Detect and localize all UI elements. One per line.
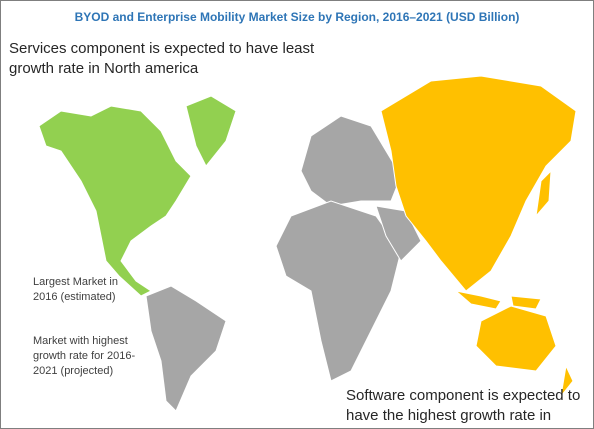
other-regions	[145, 115, 422, 412]
annotation: Software component is expected to have t…	[346, 387, 581, 428]
north-america-mainland	[38, 105, 192, 297]
annotation: Services component is expected to have l…	[9, 40, 315, 77]
indonesia	[454, 290, 502, 310]
new-zealand	[560, 364, 574, 398]
apac	[380, 75, 577, 398]
south-america	[145, 285, 227, 412]
title: BYOD and Enterprise Mobility Market Size…	[74, 10, 520, 24]
asia	[380, 75, 577, 292]
legend-entry: Market with highest growth rate for 2016…	[33, 335, 136, 377]
europe	[300, 115, 402, 207]
legend-entry: Largest Market in 2016 (estimated)	[33, 276, 118, 303]
north-america	[38, 95, 237, 297]
greenland	[185, 95, 237, 167]
japan	[535, 169, 552, 218]
new-guinea	[510, 295, 542, 310]
australia	[475, 305, 557, 372]
africa	[275, 200, 402, 382]
